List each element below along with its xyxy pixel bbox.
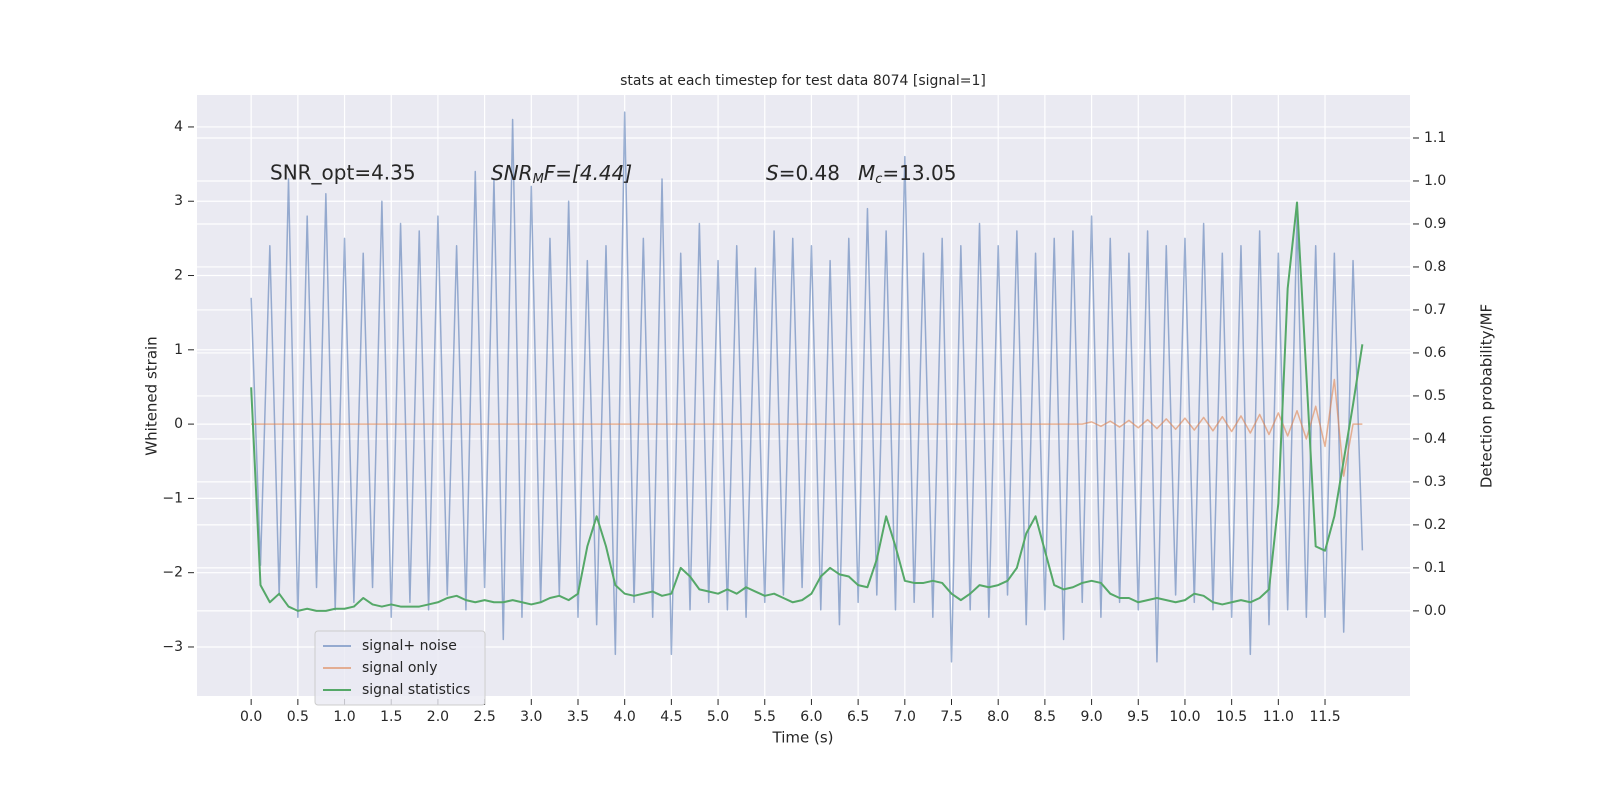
annotation-part: =13.05 [882, 161, 956, 185]
y-tick-label: 4 [174, 119, 183, 135]
annotation: SNRMF=[4.44] [491, 161, 632, 187]
x-tick-label: 7.0 [894, 709, 916, 725]
y2-tick-label: 0.2 [1424, 517, 1446, 533]
legend-label: signal only [362, 660, 437, 676]
y2-tick-label: 0.8 [1424, 259, 1446, 275]
y2-tick-label: 0.9 [1424, 216, 1446, 232]
y-axis-label: Whitened strain [143, 336, 161, 455]
annotation-part: M [858, 161, 875, 185]
y2-tick-label: 1.1 [1424, 130, 1446, 146]
y2-tick-label: 0.0 [1424, 603, 1446, 619]
x-tick-label: 3.5 [567, 709, 589, 725]
y2-tick-label: 0.3 [1424, 474, 1446, 490]
y-tick-label: −3 [162, 639, 183, 655]
annotation-part: F=[4.44] [544, 161, 632, 185]
annotation: SNR_opt=4.35 [270, 161, 416, 185]
y-tick-label: −2 [162, 565, 183, 581]
x-tick-label: 7.5 [940, 709, 962, 725]
annotation-part: c [875, 172, 882, 187]
series-line [250, 111, 1364, 663]
x-tick-label: 5.0 [707, 709, 729, 725]
x-tick-label: 9.5 [1127, 709, 1149, 725]
x-tick-label: 10.0 [1169, 709, 1200, 725]
x-tick-label: 6.5 [847, 709, 869, 725]
x-tick-label: 4.0 [614, 709, 636, 725]
annotation: S=0.48 [766, 161, 840, 185]
marks [250, 111, 1364, 663]
y2-axis-label: Detection probability/MF [1478, 304, 1496, 488]
legend: signal+ noise signal only signal statistic… [314, 630, 486, 706]
y2-tick-label: 0.1 [1424, 560, 1446, 576]
y-tick-label: 0 [174, 416, 183, 432]
y2-tick-label: 0.4 [1424, 431, 1446, 447]
x-tick-label: 2.5 [473, 709, 495, 725]
y-tick-label: 3 [174, 193, 183, 209]
y-tick-label: −1 [162, 490, 183, 506]
y2-tick-label: 0.6 [1424, 345, 1446, 361]
annotation-part: S [766, 161, 779, 185]
x-tick-label: 4.5 [660, 709, 682, 725]
x-tick-label: 3.0 [520, 709, 542, 725]
series-line [250, 201, 1364, 612]
x-tick-label: 8.0 [987, 709, 1009, 725]
x-tick-label: 0.0 [240, 709, 262, 725]
x-tick-label: 0.5 [287, 709, 309, 725]
y2-tick-label: 0.5 [1424, 388, 1446, 404]
x-tick-label: 8.5 [1034, 709, 1056, 725]
annotation-part: =0.48 [779, 161, 840, 185]
chart-title: stats at each timestep for test data 807… [620, 73, 986, 89]
x-tick-label: 1.0 [333, 709, 355, 725]
x-tick-label: 6.0 [800, 709, 822, 725]
y2-tick-label: 0.7 [1424, 302, 1446, 318]
x-tick-label: 9.0 [1080, 709, 1102, 725]
x-tick-label: 1.5 [380, 709, 402, 725]
x-tick-label: 11.0 [1263, 709, 1294, 725]
series-line [251, 378, 1363, 477]
legend-label: signal+ noise [362, 638, 457, 654]
y-tick-label: 1 [174, 342, 183, 358]
annotation-part: SNR [491, 161, 533, 185]
legend-box [314, 630, 486, 706]
y2-tick-label: 1.0 [1424, 173, 1446, 189]
x-tick-label: 5.5 [754, 709, 776, 725]
x-tick-label: 2.0 [427, 709, 449, 725]
axes: 0.0 0.5 1.0 1.5 2.0 2.5 3.0 3.5 4.0 4.5 5.0 5.5 6.0 6… [162, 119, 1446, 725]
annotation-part: M [533, 172, 544, 187]
y-tick-label: 2 [174, 268, 183, 284]
x-axis-label: Time (s) [772, 729, 834, 747]
annotation: Mc=13.05 [858, 161, 956, 187]
x-tick-label: 10.5 [1216, 709, 1247, 725]
x-tick-label: 11.5 [1309, 709, 1340, 725]
legend-label: signal statistics [362, 682, 470, 698]
